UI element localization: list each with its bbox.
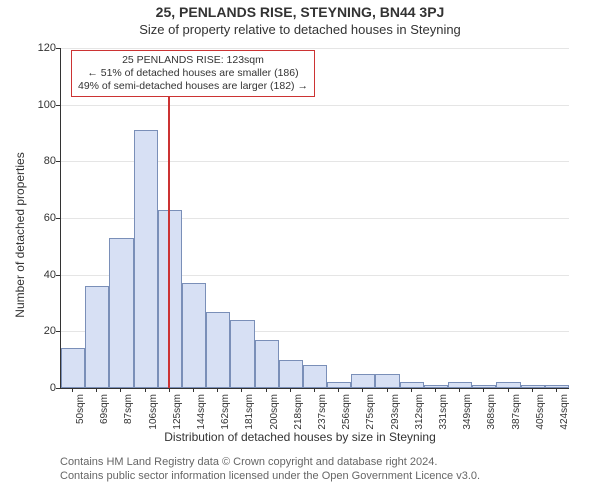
x-tick-label: 368sqm (486, 394, 497, 444)
annotation-line: ← 51% of detached houses are smaller (18… (78, 67, 308, 80)
x-tick-mark (362, 388, 363, 392)
histogram-bar (472, 385, 496, 388)
x-tick-mark (145, 388, 146, 392)
y-tick-mark (56, 105, 60, 106)
x-tick-mark (387, 388, 388, 392)
chart-plot-area: 25 PENLANDS RISE: 123sqm← 51% of detache… (60, 48, 569, 389)
x-tick-mark (435, 388, 436, 392)
x-tick-mark (290, 388, 291, 392)
page-subtitle: Size of property relative to detached ho… (0, 22, 600, 37)
histogram-bar (496, 382, 520, 388)
attribution-line2: Contains public sector information licen… (60, 470, 480, 482)
histogram-bar (400, 382, 424, 388)
histogram-bar (255, 340, 279, 388)
histogram-bar (279, 360, 303, 388)
histogram-bar (303, 365, 327, 388)
x-tick-mark (459, 388, 460, 392)
x-tick-label: 181sqm (244, 394, 255, 444)
x-tick-mark (314, 388, 315, 392)
y-tick-label: 100 (28, 99, 56, 111)
x-tick-label: 144sqm (196, 394, 207, 444)
x-tick-label: 349sqm (462, 394, 473, 444)
x-tick-label: 50sqm (75, 394, 86, 444)
y-tick-mark (56, 388, 60, 389)
x-tick-mark (120, 388, 121, 392)
y-tick-label: 60 (28, 212, 56, 224)
y-tick-label: 0 (28, 382, 56, 394)
histogram-bar (521, 385, 545, 388)
x-tick-mark (532, 388, 533, 392)
x-tick-label: 293sqm (390, 394, 401, 444)
histogram-bar (375, 374, 399, 388)
histogram-bar (158, 210, 182, 389)
histogram-bar (182, 283, 206, 388)
x-tick-label: 312sqm (414, 394, 425, 444)
y-tick-label: 40 (28, 269, 56, 281)
x-tick-label: 275sqm (365, 394, 376, 444)
histogram-bar (61, 348, 85, 388)
x-tick-label: 424sqm (559, 394, 570, 444)
x-tick-mark (169, 388, 170, 392)
y-tick-label: 20 (28, 325, 56, 337)
x-tick-mark (266, 388, 267, 392)
annotation-line: 25 PENLANDS RISE: 123sqm (78, 54, 308, 67)
attribution-text: Contains HM Land Registry data © Crown c… (60, 456, 590, 484)
y-axis-label: Number of detached properties (13, 85, 27, 385)
histogram-bar (134, 130, 158, 388)
x-tick-label: 218sqm (293, 394, 304, 444)
page-title: 25, PENLANDS RISE, STEYNING, BN44 3PJ (0, 4, 600, 20)
x-tick-mark (72, 388, 73, 392)
x-tick-label: 106sqm (148, 394, 159, 444)
x-tick-label: 200sqm (269, 394, 280, 444)
histogram-bar (351, 374, 375, 388)
reference-line (168, 88, 170, 388)
x-tick-label: 331sqm (438, 394, 449, 444)
y-tick-mark (56, 331, 60, 332)
histogram-bar (424, 385, 448, 388)
histogram-bar (230, 320, 254, 388)
x-tick-label: 256sqm (341, 394, 352, 444)
y-tick-mark (56, 275, 60, 276)
y-tick-label: 120 (28, 42, 56, 54)
y-tick-mark (56, 48, 60, 49)
x-tick-label: 387sqm (511, 394, 522, 444)
y-tick-mark (56, 218, 60, 219)
x-tick-mark (193, 388, 194, 392)
x-tick-label: 125sqm (172, 394, 183, 444)
histogram-bar (109, 238, 133, 388)
x-tick-mark (411, 388, 412, 392)
histogram-bar (206, 312, 230, 389)
y-tick-label: 80 (28, 155, 56, 167)
annotation-box: 25 PENLANDS RISE: 123sqm← 51% of detache… (71, 50, 315, 97)
histogram-bar (85, 286, 109, 388)
x-tick-mark (96, 388, 97, 392)
x-tick-mark (483, 388, 484, 392)
histogram-bar (545, 385, 569, 388)
x-tick-mark (508, 388, 509, 392)
gridline (61, 48, 569, 49)
histogram-bar (327, 382, 351, 388)
chart-container: 25, PENLANDS RISE, STEYNING, BN44 3PJ Si… (0, 0, 600, 500)
annotation-line: 49% of semi-detached houses are larger (… (78, 80, 308, 93)
x-tick-mark (338, 388, 339, 392)
x-tick-mark (556, 388, 557, 392)
x-tick-label: 405sqm (535, 394, 546, 444)
histogram-bar (448, 382, 472, 388)
x-tick-label: 87sqm (123, 394, 134, 444)
y-tick-mark (56, 161, 60, 162)
attribution-line1: Contains HM Land Registry data © Crown c… (60, 456, 437, 468)
x-tick-mark (217, 388, 218, 392)
x-tick-label: 237sqm (317, 394, 328, 444)
x-tick-label: 69sqm (99, 394, 110, 444)
x-tick-mark (241, 388, 242, 392)
x-tick-label: 162sqm (220, 394, 231, 444)
gridline (61, 105, 569, 106)
